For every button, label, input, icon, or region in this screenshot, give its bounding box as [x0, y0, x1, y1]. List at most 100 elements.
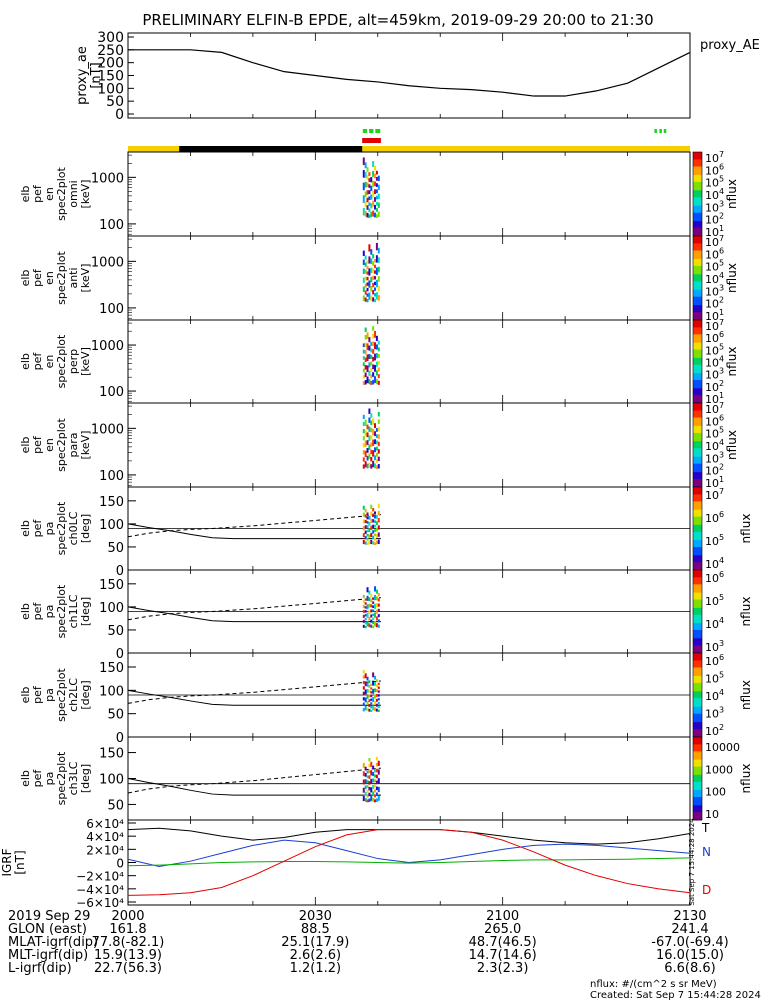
- spec-cell: [368, 202, 371, 207]
- ztick-label: 106: [705, 510, 724, 525]
- spec-cell: [374, 511, 377, 515]
- spec-cell: [368, 172, 371, 176]
- spec-cell: [366, 689, 369, 693]
- spec-cell: [372, 605, 375, 608]
- colorbar-cell: [693, 331, 702, 333]
- colorbar-cell: [693, 443, 702, 446]
- spec-cell: [364, 785, 367, 790]
- spec-cell: [368, 684, 371, 688]
- spec-cell: [366, 516, 369, 520]
- spec-cell: [364, 514, 367, 518]
- colorbar-cell: [693, 771, 702, 774]
- colorbar-cell: [693, 560, 702, 563]
- colorbar-cell: [693, 219, 702, 222]
- ylabel: [keV]: [79, 431, 92, 460]
- colorbar-cell: [693, 396, 702, 398]
- spec-cell: [374, 330, 377, 338]
- science-zone-green: [375, 129, 381, 133]
- colorbar-cell: [693, 536, 702, 539]
- spec-cell: [377, 778, 380, 784]
- colorbar-cell: [693, 438, 702, 440]
- colorbar-cell: [693, 314, 702, 317]
- spec-cell: [372, 688, 375, 694]
- colorbar-cell: [693, 322, 702, 325]
- colorbar-cell: [693, 300, 702, 303]
- ephem-value: 88.5: [301, 922, 330, 937]
- colorbar-cell: [693, 446, 702, 449]
- ztick-label: 105: [705, 671, 724, 686]
- colorbar-cell: [693, 703, 702, 706]
- spec-cell: [372, 609, 375, 612]
- spec-cell: [375, 195, 378, 200]
- spec-cell: [370, 604, 373, 608]
- colorbar-cell: [693, 688, 702, 690]
- colorbar-cell: [693, 759, 702, 762]
- spec-cell: [368, 786, 371, 791]
- spec-cell: [374, 700, 377, 705]
- loss-cone-dashed: [127, 597, 381, 621]
- spec-cell: [362, 182, 365, 191]
- spec-cell: [366, 521, 369, 524]
- spec-cell: [370, 778, 373, 784]
- colorbar-cell: [693, 255, 702, 258]
- spec-cell: [375, 596, 378, 601]
- colorbar-cell: [693, 749, 702, 752]
- spec-cell: [374, 542, 377, 546]
- spec-cell: [374, 774, 377, 778]
- colorbar-cell: [693, 306, 702, 308]
- colorbar-cell: [693, 343, 702, 346]
- spec-cell: [375, 183, 378, 187]
- spec-cell: [366, 789, 369, 793]
- ylabel: spec2plot: [55, 668, 68, 722]
- spec-cell: [370, 770, 373, 776]
- spec-cell: [366, 448, 369, 453]
- colorbar-cell: [693, 806, 702, 809]
- spec-cell: [374, 455, 377, 461]
- colorbar-cell: [693, 466, 702, 468]
- colorbar-cell: [693, 310, 702, 313]
- spec-cell: [375, 798, 378, 802]
- colorbar-cell: [693, 163, 702, 166]
- colorbar-cell: [693, 286, 702, 289]
- colorbar-cell: [693, 621, 702, 624]
- colorbar-cell: [693, 248, 702, 251]
- colorbar-cell: [693, 734, 702, 737]
- series-proxy-ae: [128, 49, 691, 97]
- colorbar-cell: [693, 669, 702, 672]
- ephem-value: 2000: [111, 909, 144, 924]
- colorbar-cell: [693, 283, 702, 286]
- colorbar-cell: [693, 778, 702, 781]
- colorbar-cell: [693, 540, 702, 543]
- shadow-bar: [179, 146, 363, 152]
- ylabel: spec2plot: [55, 334, 68, 388]
- spec-cell: [370, 342, 373, 346]
- ephem-value: 22.7(56.3): [94, 961, 162, 976]
- colorbar-cell: [693, 461, 702, 464]
- ephem-value: 2130: [673, 909, 706, 924]
- spec-cell: [370, 286, 373, 292]
- colorbar-cell: [693, 583, 702, 586]
- spec-cell: [377, 795, 380, 801]
- colorbar-cell: [693, 683, 702, 686]
- spec-cell: [375, 292, 378, 300]
- colorbar-cell: [693, 743, 702, 746]
- ephem-value: 16.0(15.0): [656, 948, 724, 963]
- ytick-label: 6×10⁴: [86, 817, 124, 831]
- colorbar-cell: [693, 785, 702, 788]
- colorbar-cell: [693, 192, 702, 195]
- spec-cell: [364, 625, 367, 629]
- colorbar-cell: [693, 664, 702, 667]
- colorbar-cell: [693, 777, 702, 779]
- ylabel: spec2plot: [55, 501, 68, 555]
- spec-cell: [374, 298, 377, 303]
- spec-cell: [370, 348, 373, 353]
- spec-cell: [377, 449, 380, 454]
- colorbar-cell: [693, 590, 702, 593]
- ztick-label: 104: [705, 616, 724, 631]
- spec-cell: [370, 211, 373, 218]
- spec-cell: [362, 457, 365, 462]
- spec-cell: [362, 533, 365, 538]
- colorbar-cell: [693, 315, 702, 318]
- spec-cell: [374, 515, 377, 519]
- colorbar-cell: [693, 355, 702, 358]
